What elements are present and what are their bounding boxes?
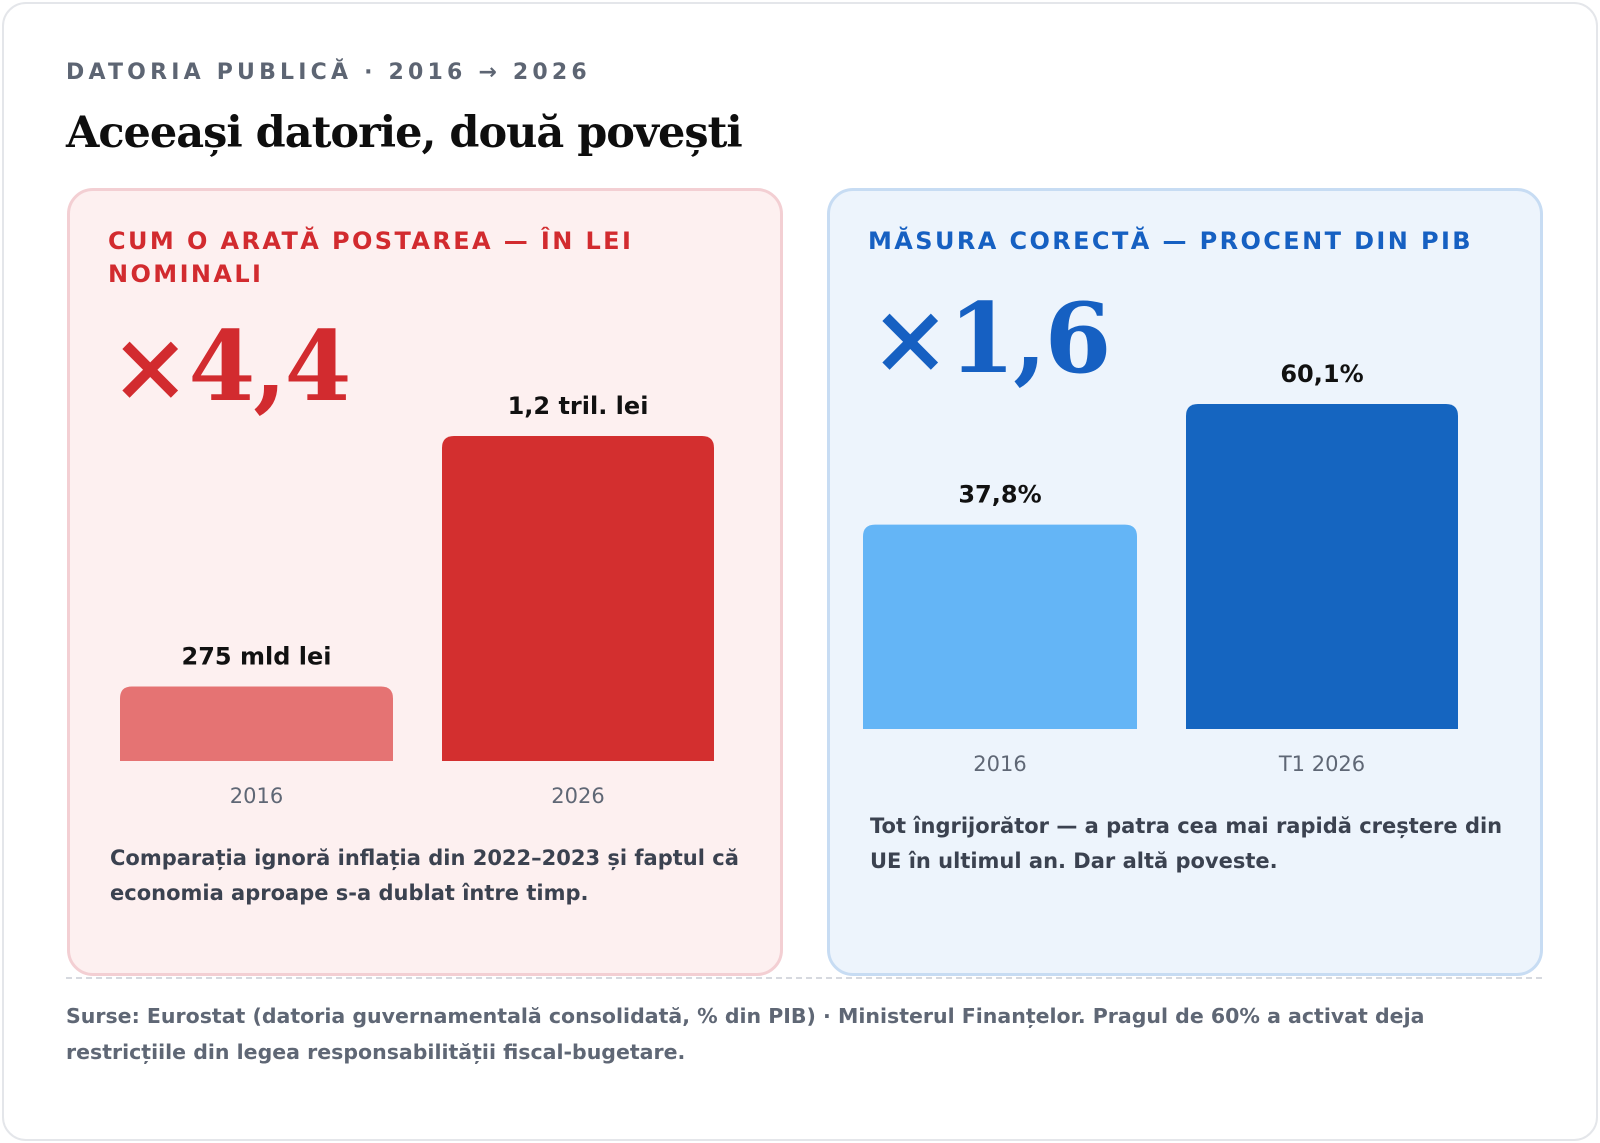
note-gdp: Tot îngrijorător — a patra cea mai rapid… — [870, 814, 1503, 873]
bar-t1-2026 — [1186, 404, 1458, 729]
category-label: 2016 — [973, 752, 1026, 776]
bar-chart-gdp: 37,8% 2016 60,1% T1 2026 — [863, 360, 1458, 776]
panel-heading-nominal: CUM O ARATĂ POSTAREA — ÎN LEI NOMINALI — [108, 227, 634, 288]
multiplier-gdp: ×1,6 — [870, 282, 1111, 395]
panel-gdp: MĂSURA CORECTĂ — PROCENT DIN PIB ×1,6 37… — [827, 188, 1543, 976]
category-label: 2026 — [551, 784, 604, 808]
value-label: 60,1% — [1280, 360, 1363, 388]
category-label: T1 2026 — [1278, 752, 1365, 776]
bar-2016 — [863, 524, 1137, 729]
category-label: 2016 — [230, 784, 283, 808]
page-title: Aceeași datorie, două povești — [66, 108, 743, 158]
bar-2026 — [442, 436, 714, 761]
bar-2016 — [120, 686, 393, 761]
note-nominal: Comparația ignoră inflația din 2022–2023… — [110, 846, 739, 905]
bar-chart-nominal: 275 mld lei 2016 1,2 tril. lei 2026 — [120, 392, 714, 808]
value-label: 275 mld lei — [182, 643, 332, 671]
sources-note: Surse: Eurostat (datoria guvernamentală … — [66, 1004, 1425, 1064]
value-label: 1,2 tril. lei — [508, 392, 649, 420]
panel-heading-gdp: MĂSURA CORECTĂ — PROCENT DIN PIB — [868, 227, 1473, 255]
kicker: DATORIA PUBLICĂ · 2016 → 2026 — [66, 60, 591, 85]
panel-nominal: CUM O ARATĂ POSTAREA — ÎN LEI NOMINALI ×… — [67, 188, 783, 976]
value-label: 37,8% — [958, 481, 1041, 509]
multiplier-nominal: ×4,4 — [110, 310, 351, 423]
footer-divider — [66, 977, 1542, 979]
